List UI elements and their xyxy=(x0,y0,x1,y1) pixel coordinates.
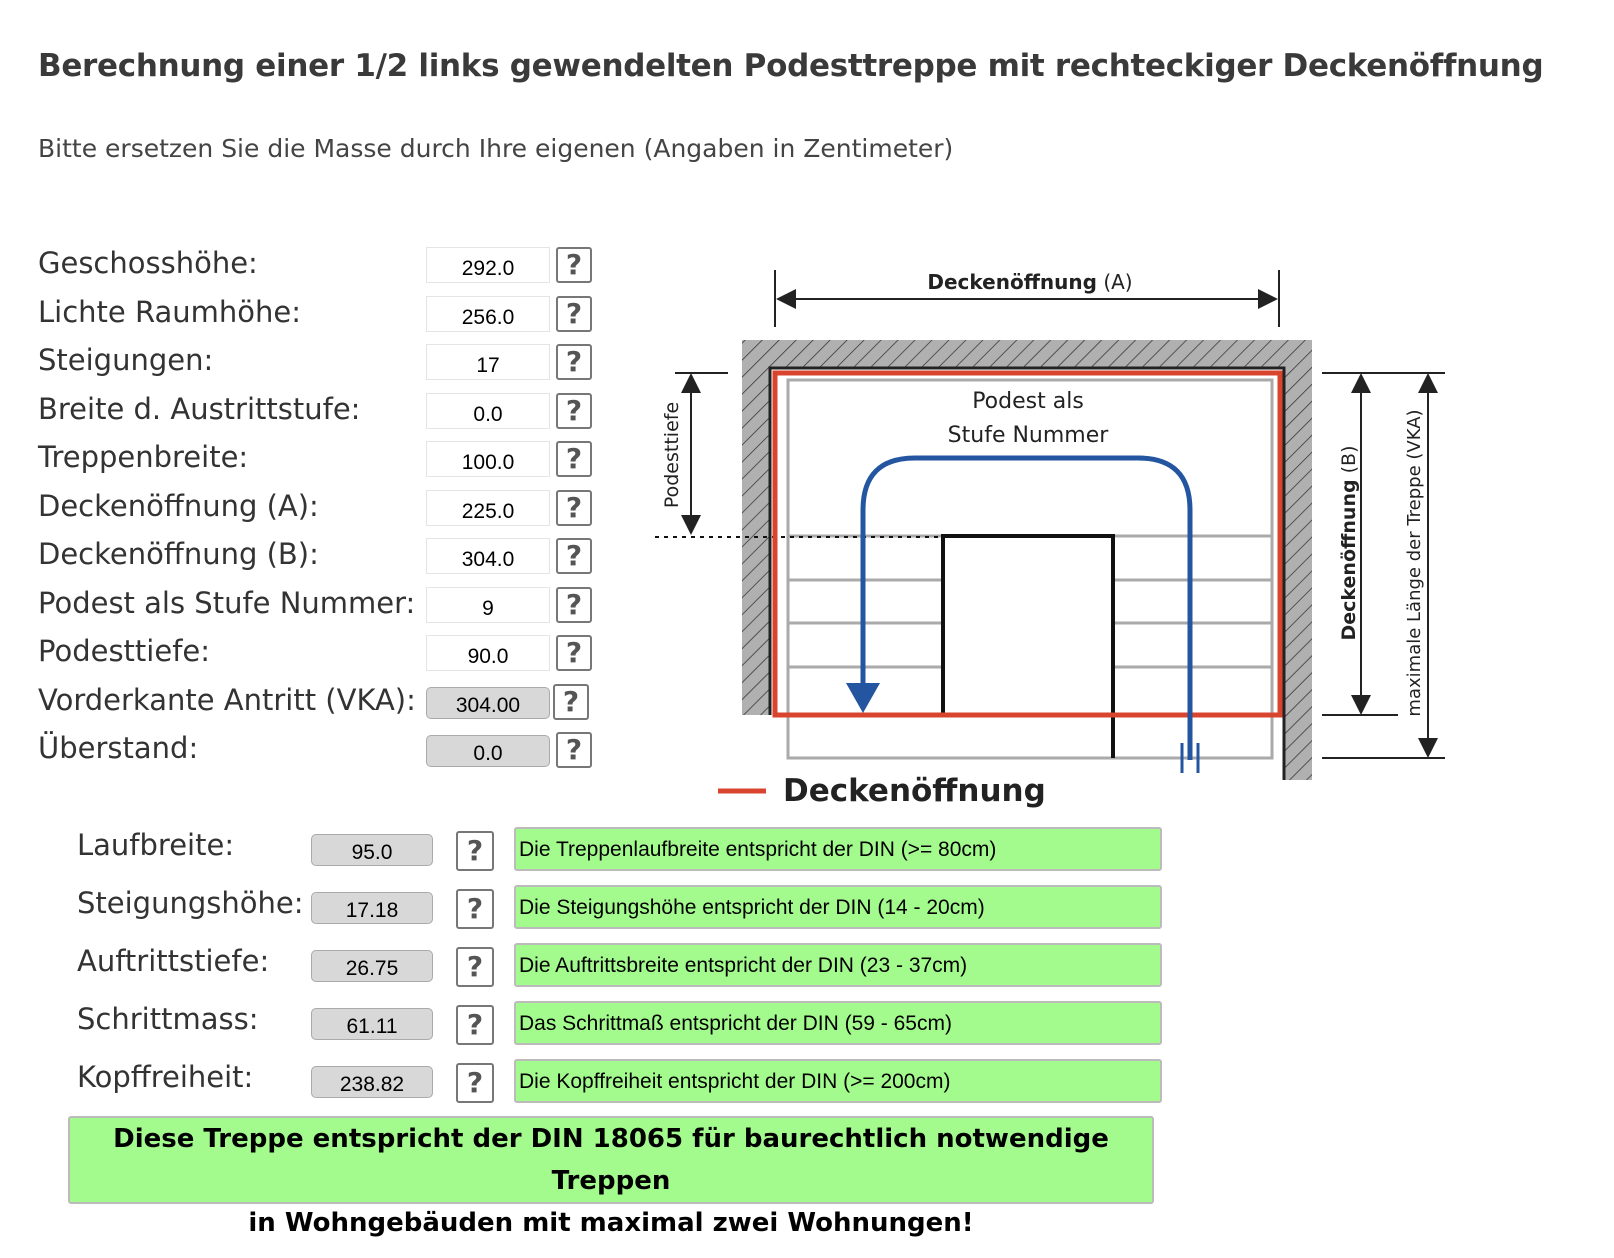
help-button[interactable]: ? xyxy=(556,247,592,283)
result-label: Schrittmass: xyxy=(77,1002,259,1036)
help-button[interactable]: ? xyxy=(553,683,589,720)
svg-text:Deckenöffnung (B): Deckenöffnung (B) xyxy=(1338,445,1360,640)
result-label: Laufbreite: xyxy=(77,828,235,862)
banner-line-2: in Wohngebäuden mit maximal zwei Wohnung… xyxy=(248,1208,974,1238)
ceiling-opening-outline xyxy=(772,370,1283,718)
stairwell-eye xyxy=(941,534,1115,758)
help-button[interactable]: ? xyxy=(456,1005,494,1045)
input-label: Deckenöffnung (A): xyxy=(38,488,319,523)
help-button[interactable]: ? xyxy=(556,295,592,332)
help-button[interactable]: ? xyxy=(456,889,494,929)
input-field[interactable]: 0.0 xyxy=(426,392,550,429)
input-label: Breite d. Austrittstufe: xyxy=(38,391,361,426)
help-button[interactable]: ? xyxy=(556,635,592,671)
label-vka: maximale Länge der Treppe (VKA) xyxy=(1404,409,1425,716)
label-deckenoeffnung-b: Deckenöffnung xyxy=(1338,479,1360,640)
help-button[interactable]: ? xyxy=(556,392,592,429)
input-label: Steigungen: xyxy=(38,343,214,377)
walk-arrow-icon xyxy=(846,683,880,713)
help-button[interactable]: ? xyxy=(556,441,592,477)
label-podest-2: Stufe Nummer xyxy=(948,423,1110,448)
result-label: Kopffreiheit: xyxy=(77,1060,254,1094)
walk-line xyxy=(860,455,1193,760)
input-label: Vorderkante Antritt (VKA): xyxy=(38,682,416,717)
result-value: 61.11 xyxy=(311,1008,433,1040)
stair-diagram: Deckenöffnung (A) Podesttiefe Deckenöffn… xyxy=(655,270,1445,809)
input-label: Treppenbreite: xyxy=(38,440,249,474)
input-field[interactable]: 225.0 xyxy=(426,489,550,526)
input-label: Podesttiefe: xyxy=(38,634,211,668)
input-field[interactable]: 256.0 xyxy=(426,295,550,332)
result-value: 17.18 xyxy=(311,892,433,924)
result-label: Steigungshöhe: xyxy=(77,886,304,920)
input-field[interactable]: 292.0 xyxy=(426,247,550,283)
input-label: Deckenöffnung (B): xyxy=(38,537,319,571)
input-label: Überstand: xyxy=(38,731,199,765)
page-title: Berechnung einer 1/2 links gewendelten P… xyxy=(38,48,1544,84)
din-check-message: Die Treppenlaufbreite entspricht der DIN… xyxy=(514,827,1162,871)
banner-line-1: Diese Treppe entspricht der DIN 18065 fü… xyxy=(113,1124,1109,1196)
help-button[interactable]: ? xyxy=(556,586,592,623)
din-check-message: Die Kopffreiheit entspricht der DIN (>= … xyxy=(514,1059,1162,1103)
din-conformity-banner: Diese Treppe entspricht der DIN 18065 fü… xyxy=(68,1116,1154,1238)
help-button[interactable]: ? xyxy=(556,344,592,380)
label-podest-1: Podest als xyxy=(972,389,1084,414)
din-check-message: Die Steigungshöhe entspricht der DIN (14… xyxy=(514,885,1162,929)
help-button[interactable]: ? xyxy=(556,489,592,526)
input-field[interactable]: 17 xyxy=(426,344,550,380)
result-label: Auftrittstiefe: xyxy=(77,944,270,978)
input-field[interactable]: 304.0 xyxy=(426,538,550,574)
input-field[interactable]: 90.0 xyxy=(426,635,550,671)
legend-label: Deckenöffnung xyxy=(783,773,1046,809)
din-check-message: Das Schrittmaß entspricht der DIN (59 - … xyxy=(514,1001,1162,1045)
result-value: 26.75 xyxy=(311,950,433,982)
input-field[interactable]: 100.0 xyxy=(426,441,550,477)
help-button[interactable]: ? xyxy=(556,732,592,768)
input-label: Podest als Stufe Nummer: xyxy=(38,585,416,620)
help-button[interactable]: ? xyxy=(456,947,494,987)
input-field[interactable]: 9 xyxy=(426,586,550,623)
input-field: 304.00 xyxy=(426,686,550,719)
svg-text:Deckenöffnung (A): Deckenöffnung (A) xyxy=(927,270,1132,294)
din-check-message: Die Auftrittsbreite entspricht der DIN (… xyxy=(514,943,1162,987)
input-label: Lichte Raumhöhe: xyxy=(38,294,301,329)
input-label: Geschosshöhe: xyxy=(38,246,258,280)
subtitle: Bitte ersetzen Sie die Masse durch Ihre … xyxy=(38,134,954,163)
label-podesttiefe: Podesttiefe xyxy=(661,402,683,508)
help-button[interactable]: ? xyxy=(456,1063,494,1103)
result-value: 95.0 xyxy=(311,834,433,866)
input-field: 0.0 xyxy=(426,735,550,767)
help-button[interactable]: ? xyxy=(556,538,592,574)
result-value: 238.82 xyxy=(311,1066,433,1098)
help-button[interactable]: ? xyxy=(456,831,494,871)
label-deckenoeffnung-a: Deckenöffnung xyxy=(927,270,1097,294)
